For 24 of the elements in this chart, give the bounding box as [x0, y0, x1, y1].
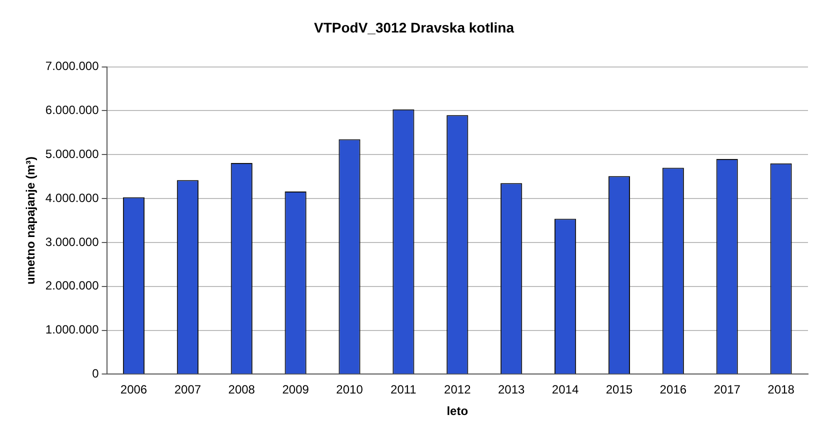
x-tick-label: 2014 — [552, 382, 579, 397]
x-tick-label: 2017 — [714, 382, 741, 397]
x-tick-label: 2013 — [498, 382, 525, 397]
x-tick-label: 2007 — [174, 382, 202, 397]
y-tick-label: 2.000.000 — [45, 278, 100, 293]
x-tick-label: 2011 — [390, 382, 417, 397]
chart-title: VTPodV_3012 Dravska kotlina — [314, 19, 514, 36]
y-tick-label: 1.000.000 — [45, 322, 100, 337]
x-tick-label: 2012 — [444, 382, 472, 397]
x-tick-label: 2008 — [228, 382, 256, 397]
x-tick-label: 2016 — [660, 382, 687, 397]
x-tick-label: 2009 — [282, 382, 310, 397]
y-tick-label: 0 — [92, 366, 100, 381]
x-tick-label: 2015 — [606, 382, 633, 397]
x-tick-label: 2018 — [768, 382, 795, 397]
x-axis-title: leto — [446, 404, 468, 418]
x-tick-label: 2010 — [336, 382, 364, 397]
x-tick-label: 2006 — [120, 382, 148, 397]
y-tick-label: 7.000.000 — [45, 59, 100, 74]
y-tick-label: 5.000.000 — [45, 146, 100, 161]
y-tick-label: 3.000.000 — [45, 234, 100, 249]
y-axis-title: umetno napajanje (m³) — [24, 156, 38, 285]
y-tick-label: 4.000.000 — [45, 190, 100, 205]
y-tick-label: 6.000.000 — [45, 103, 100, 118]
